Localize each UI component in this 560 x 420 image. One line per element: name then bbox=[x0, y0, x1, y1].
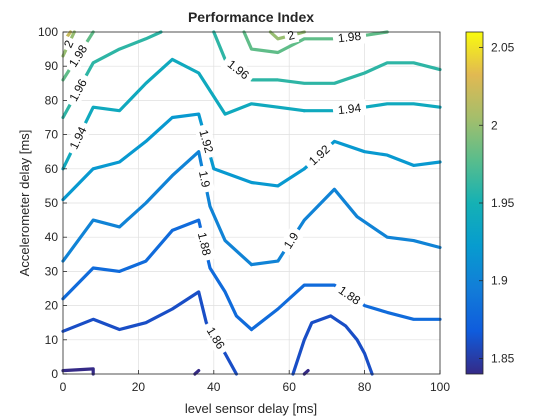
colorbar-tick-label: 1.9 bbox=[491, 274, 508, 288]
contour-line bbox=[61, 57, 306, 171]
contour-label-bg bbox=[63, 119, 93, 157]
contour-label-bg bbox=[332, 99, 367, 119]
contour-label: 2 bbox=[286, 28, 296, 43]
chart-title: Performance Index bbox=[188, 9, 314, 25]
y-tick-label: 0 bbox=[51, 367, 58, 381]
y-tick-label: 30 bbox=[45, 264, 59, 278]
y-axis-ticks: 0 10 20 30 40 50 60 70 80 90 100 bbox=[38, 25, 67, 381]
contour-label-bg bbox=[331, 279, 368, 312]
colorbar-tick-label: 2 bbox=[491, 118, 498, 132]
contour-label: 1.94 bbox=[337, 101, 362, 118]
contour-label-bg bbox=[200, 319, 232, 357]
contour-label-bg bbox=[58, 34, 79, 54]
y-tick-label: 60 bbox=[45, 162, 59, 176]
contour-label-bg bbox=[277, 225, 305, 257]
contour-line bbox=[61, 367, 95, 376]
contour-label-bg bbox=[62, 37, 94, 75]
contour-line bbox=[193, 369, 201, 376]
contour-line bbox=[61, 150, 254, 267]
contour-label-bg bbox=[192, 225, 216, 262]
contour-label-bg bbox=[282, 26, 300, 45]
contour-label: 1.9 bbox=[196, 169, 213, 188]
colorbar-tick-label: 1.95 bbox=[491, 196, 515, 210]
contour-label: 1.88 bbox=[195, 231, 214, 257]
x-tick-label: 40 bbox=[207, 380, 221, 394]
contour-label: 1.98 bbox=[337, 29, 362, 46]
x-tick-label: 60 bbox=[283, 380, 297, 394]
contour-label-bg bbox=[194, 123, 219, 160]
contour-label-bg bbox=[193, 164, 215, 194]
y-tick-label: 90 bbox=[45, 59, 59, 73]
contour-line bbox=[249, 187, 442, 267]
contour-line bbox=[302, 102, 442, 113]
y-tick-label: 50 bbox=[45, 196, 59, 210]
y-tick-label: 20 bbox=[45, 299, 59, 313]
colorbar: 1.85 1.9 1.95 2 2.05 bbox=[465, 31, 515, 375]
x-tick-label: 0 bbox=[60, 380, 67, 394]
contour-label-bg bbox=[220, 53, 257, 87]
contour-line bbox=[61, 112, 306, 202]
y-tick-label: 10 bbox=[45, 333, 59, 347]
contour-line bbox=[291, 314, 374, 376]
colorbar-tick-label: 2.05 bbox=[491, 41, 515, 55]
y-tick-label: 80 bbox=[45, 93, 59, 107]
x-axis-label: level sensor delay [ms] bbox=[185, 401, 317, 416]
colorbar-ticks: 1.85 1.9 1.95 2 2.05 bbox=[479, 41, 515, 365]
y-tick-label: 40 bbox=[45, 230, 59, 244]
contour-label-bg bbox=[63, 71, 94, 109]
x-tick-label: 100 bbox=[430, 380, 450, 394]
contour-label-bg bbox=[301, 138, 338, 173]
y-tick-label: 100 bbox=[38, 25, 58, 39]
contour-label: 1.92 bbox=[196, 128, 216, 155]
colorbar-tick-label: 1.85 bbox=[491, 351, 515, 365]
contour-line bbox=[302, 369, 310, 376]
grid-lines bbox=[63, 32, 440, 374]
plot-area: 1.861.881.881.91.91.921.921.941.941.961.… bbox=[58, 26, 442, 376]
y-axis-label: Accelerometer delay [ms] bbox=[17, 130, 32, 277]
x-tick-label: 20 bbox=[132, 380, 146, 394]
x-axis-ticks: 0 20 40 60 80 100 bbox=[60, 370, 450, 394]
y-tick-label: 70 bbox=[45, 128, 59, 142]
x-tick-label: 80 bbox=[358, 380, 372, 394]
contour-line bbox=[61, 218, 254, 332]
